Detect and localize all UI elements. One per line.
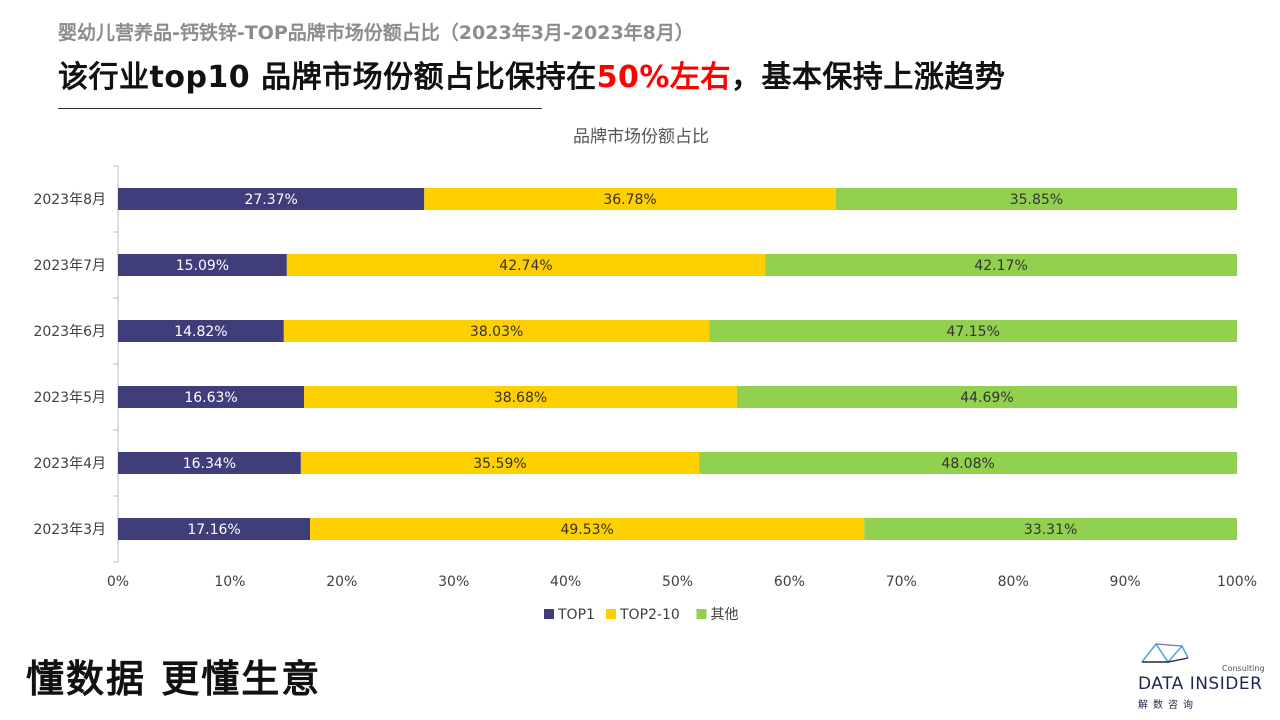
data-label-box bbox=[180, 453, 239, 473]
data-label-box bbox=[182, 387, 240, 407]
x-tick-label: 0% bbox=[107, 574, 129, 590]
data-label: 38.68% bbox=[494, 390, 547, 406]
category-label: 2023年4月 bbox=[33, 456, 106, 472]
data-label-box bbox=[491, 387, 550, 407]
data-label-box bbox=[972, 255, 1030, 275]
category-label: 2023年3月 bbox=[33, 522, 106, 538]
x-tick-label: 60% bbox=[774, 574, 805, 590]
page-subtitle: 婴幼儿营养品-钙铁锌-TOP品牌市场份额占比（2023年3月-2023年8月） bbox=[58, 22, 694, 44]
data-label-box bbox=[497, 255, 555, 275]
data-label: 16.63% bbox=[184, 390, 237, 406]
data-label: 48.08% bbox=[941, 456, 994, 472]
x-tick-label: 70% bbox=[886, 574, 917, 590]
data-label-box bbox=[958, 387, 1016, 407]
legend-label: TOP1 bbox=[557, 607, 595, 623]
headline-part2: ，基本保持上涨趋势 bbox=[730, 60, 1006, 95]
legend-swatch bbox=[696, 609, 707, 619]
data-label-box bbox=[601, 189, 659, 209]
x-tick-label: 90% bbox=[1110, 574, 1141, 590]
data-label-box bbox=[939, 453, 997, 473]
x-tick-label: 10% bbox=[214, 574, 245, 590]
footer-slogan: 懂数据 更懂生意 bbox=[26, 657, 322, 701]
x-tick-label: 100% bbox=[1217, 574, 1257, 590]
headline-highlight: 50%左右 bbox=[596, 60, 731, 95]
legend-swatch bbox=[606, 609, 616, 619]
logo-consulting: Consulting bbox=[1222, 664, 1265, 673]
data-label-box bbox=[172, 321, 230, 341]
logo-sub-text: 解数咨询 bbox=[1138, 700, 1198, 711]
data-label-box bbox=[242, 189, 300, 209]
data-label-box bbox=[1007, 189, 1066, 209]
data-label: 15.09% bbox=[176, 258, 229, 274]
data-label: 42.17% bbox=[974, 258, 1027, 274]
legend-label: 其他 bbox=[711, 607, 739, 623]
data-label-box bbox=[185, 519, 243, 539]
x-tick-label: 40% bbox=[550, 574, 581, 590]
category-label: 2023年8月 bbox=[33, 192, 106, 208]
x-tick-label: 20% bbox=[326, 574, 357, 590]
data-label-box bbox=[467, 321, 526, 341]
data-label: 33.31% bbox=[1024, 522, 1077, 538]
category-label: 2023年6月 bbox=[33, 324, 106, 340]
data-label: 47.15% bbox=[947, 324, 1000, 340]
logo-brand-text: DATA INSIDER bbox=[1138, 674, 1263, 694]
chart-title: 品牌市场份额占比 bbox=[573, 127, 709, 147]
logo-mark-icon bbox=[1141, 642, 1189, 664]
page-headline: 该行业top10 品牌市场份额占比保持在50%左右，基本保持上涨趋势 bbox=[58, 52, 1005, 96]
legend-label: TOP2-10 bbox=[619, 607, 680, 623]
x-tick-label: 30% bbox=[438, 574, 469, 590]
data-label: 49.53% bbox=[560, 522, 613, 538]
data-label-box bbox=[173, 255, 232, 275]
data-label: 38.03% bbox=[470, 324, 523, 340]
data-label-box bbox=[558, 519, 616, 539]
x-tick-label: 50% bbox=[662, 574, 693, 590]
legend-swatch bbox=[544, 609, 554, 619]
headline-divider bbox=[58, 108, 542, 109]
category-label: 2023年7月 bbox=[33, 258, 106, 274]
data-label: 36.78% bbox=[603, 192, 656, 208]
data-label-box bbox=[471, 453, 529, 473]
data-label: 42.74% bbox=[499, 258, 552, 274]
data-label: 35.59% bbox=[473, 456, 526, 472]
category-label: 2023年5月 bbox=[33, 390, 106, 406]
data-label-box bbox=[1021, 519, 1080, 539]
data-label: 16.34% bbox=[183, 456, 236, 472]
data-label: 27.37% bbox=[244, 192, 297, 208]
data-label: 35.85% bbox=[1010, 192, 1063, 208]
data-insider-logo: Consulting DATA INSIDER 解数咨询 bbox=[1136, 636, 1266, 711]
x-tick-label: 80% bbox=[998, 574, 1029, 590]
data-label: 14.82% bbox=[174, 324, 227, 340]
headline-part1: 该行业top10 品牌市场份额占比保持在 bbox=[58, 60, 597, 95]
data-label-box bbox=[944, 321, 1002, 341]
data-label: 44.69% bbox=[960, 390, 1013, 406]
data-label: 17.16% bbox=[187, 522, 240, 538]
